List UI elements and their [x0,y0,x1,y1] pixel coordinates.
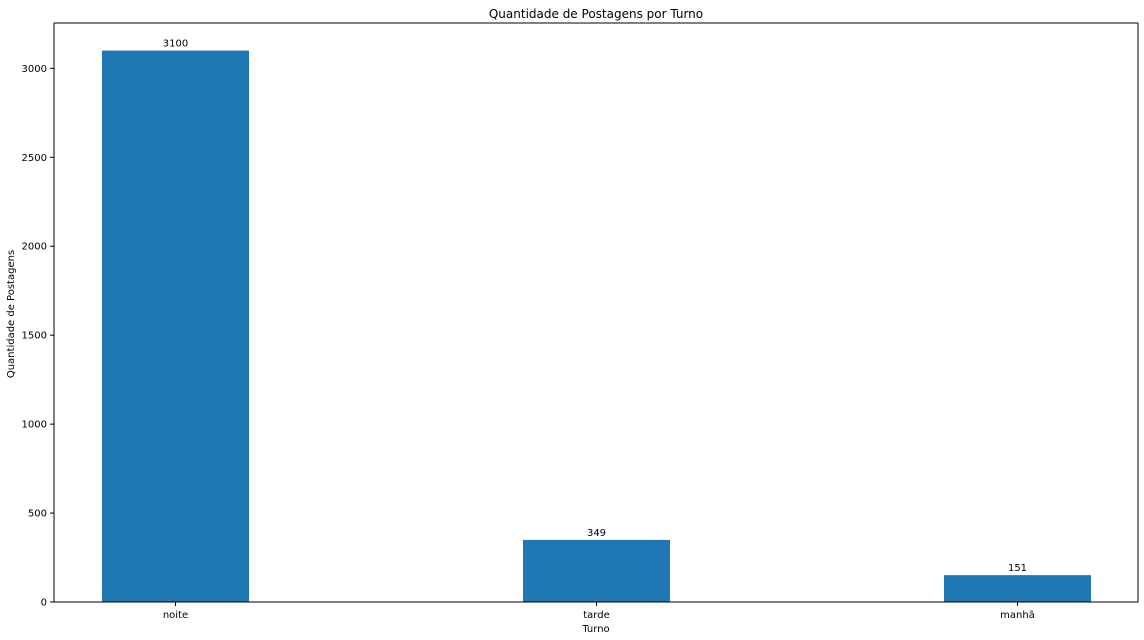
y-tick-label-500: 500 [28,509,47,520]
bars-group [102,50,1091,603]
data-label-noite: 3100 [163,39,188,50]
y-tick-label-1500: 1500 [22,331,47,342]
bar-noite [102,50,249,603]
y-tick-label-2500: 2500 [22,153,47,164]
y-tick-label-1000: 1000 [22,420,47,431]
bar-tarde [523,539,670,602]
y-tick-label-0: 0 [41,598,47,609]
x-tick-label-noite: noite [163,610,188,621]
data-label-tarde: 349 [587,528,606,539]
x-tick-label-tarde: tarde [583,610,609,621]
x-axis-label: Turno [581,624,609,635]
y-tick-label-2000: 2000 [22,242,47,253]
chart-title: Quantidade de Postagens por Turno [489,7,703,21]
data-labels-group: 3100 349 151 [163,39,1027,575]
y-axis: 0 500 1000 1500 2000 2500 3000 [22,64,54,609]
x-axis: noite tarde manhã [163,602,1035,621]
plot-frame [53,22,1139,603]
data-label-manhã: 151 [1008,563,1027,574]
y-axis-label: Quantidade de Postagens [6,250,17,378]
bar-manhã [944,575,1091,602]
y-tick-label-3000: 3000 [22,64,47,75]
x-tick-label-manhã: manhã [1000,610,1035,621]
